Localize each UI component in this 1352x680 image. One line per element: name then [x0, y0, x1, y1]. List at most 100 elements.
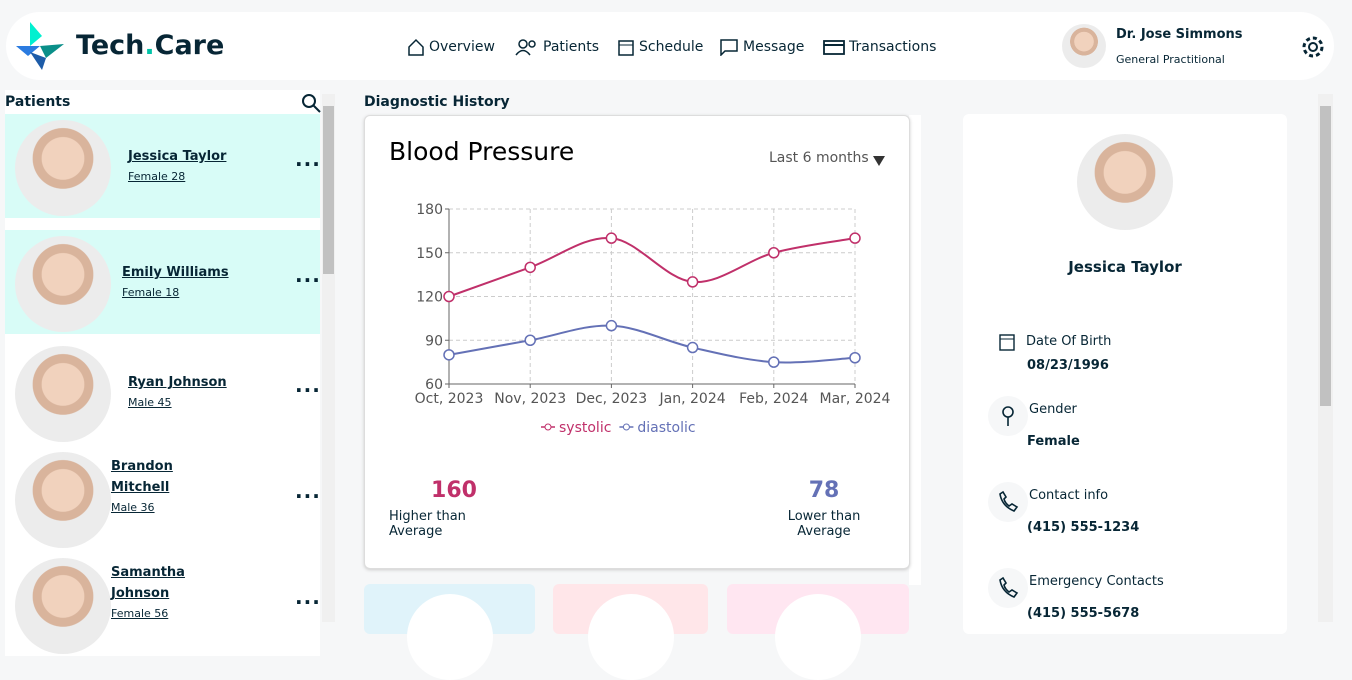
stat-label: Lower than Average: [787, 509, 861, 539]
more-button[interactable]: ···: [295, 268, 321, 292]
y-tick-label: 60: [425, 377, 443, 393]
patient-avatar: [15, 120, 111, 216]
more-button[interactable]: ···: [295, 378, 321, 402]
nav-item[interactable]: Overview: [407, 38, 495, 56]
brand-dot: .: [144, 30, 155, 61]
nav-item[interactable]: Message: [719, 38, 804, 56]
more-button[interactable]: ···: [295, 590, 321, 614]
brand-first: Tech: [76, 30, 145, 61]
profile-avatar: [1077, 134, 1173, 230]
legend-label: systolic: [559, 420, 611, 436]
patient-text: Jessica Taylor Female 28: [128, 146, 268, 183]
patient-info: Female 18: [122, 286, 180, 299]
data-point: [768, 356, 780, 368]
nav-label: Overview: [429, 39, 495, 55]
logo: [16, 22, 64, 70]
vital-card: [553, 584, 708, 680]
x-tick-label: Feb, 2024: [739, 391, 808, 407]
field-icon: [997, 332, 1017, 352]
patient-item[interactable]: Jessica Taylor Female 28 ···: [5, 114, 320, 218]
data-point: [768, 247, 780, 259]
field-label: Contact info: [1029, 488, 1109, 503]
field-label: Emergency Contacts: [1029, 574, 1164, 589]
data-point: [686, 276, 699, 288]
data-point: [443, 290, 455, 303]
patient-text: Emily Williams Female 18: [122, 262, 262, 299]
x-tick-label: Jan, 2024: [659, 391, 726, 407]
patient-item[interactable]: Samantha Johnson Female 56 ···: [5, 552, 320, 656]
patient-info: Female 56: [111, 607, 169, 620]
field-icon: [988, 568, 1028, 608]
patient-avatar: [15, 236, 111, 332]
user-role: General Practitional: [1116, 53, 1225, 66]
x-tick-label: Oct, 2023: [415, 391, 484, 407]
more-button[interactable]: ···: [295, 484, 321, 508]
patient-text: Ryan Johnson Male 45: [128, 372, 268, 409]
page: Tech.Care Overview Patients Schedule Mes…: [5, 12, 1334, 654]
user-avatar: [1062, 24, 1106, 68]
nav-label: Patients: [543, 39, 600, 55]
range-select[interactable]: Last 6 months: [769, 150, 869, 166]
settings-icon[interactable]: [1300, 34, 1326, 60]
stat-value: 160: [431, 478, 477, 503]
x-tick-label: Dec, 2023: [576, 391, 648, 407]
stat: 160 Higher than Average: [389, 478, 519, 539]
vital-card: [364, 584, 535, 680]
data-point: [849, 232, 861, 244]
brand[interactable]: Tech.Care: [76, 30, 224, 61]
chart: Blood Pressure Last 6 months 60 90 120 150 1…: [389, 137, 891, 436]
nav-label: Schedule: [639, 39, 704, 55]
patient-text: Samantha Johnson Female 56: [111, 562, 185, 620]
dropdown-arrow[interactable]: [873, 156, 885, 166]
patient-name: Ryan Johnson: [128, 375, 227, 390]
card-edge: [909, 115, 921, 585]
data-point: [605, 319, 618, 332]
search-icon[interactable]: [300, 92, 322, 114]
patient-info: Male 45: [128, 396, 172, 409]
chart-title: Blood Pressure: [389, 137, 574, 166]
field-value: Female: [1027, 434, 1080, 449]
legend-label: diastolic: [637, 420, 695, 436]
data-point: [849, 352, 861, 364]
patient-item[interactable]: Ryan Johnson Male 45 ···: [5, 340, 320, 444]
data-point: [524, 334, 536, 346]
stat-value: 78: [808, 478, 840, 503]
patient-item[interactable]: Emily Williams Female 18 ···: [5, 230, 320, 334]
field-value: 08/23/1996: [1027, 358, 1109, 373]
patient-name: Samantha Johnson: [111, 565, 185, 601]
patient-name: Brandon Mitchell: [111, 459, 173, 495]
patient-avatar: [15, 452, 111, 548]
field-value: (415) 555-1234: [1027, 520, 1140, 535]
patient-name: Jessica Taylor: [128, 149, 227, 164]
data-point: [524, 261, 536, 274]
data-point: [605, 232, 618, 244]
field-icon: [988, 396, 1028, 436]
profile-name: Jessica Taylor: [1068, 258, 1182, 276]
patient-avatar: [15, 558, 111, 654]
brand-last: Care: [154, 30, 225, 61]
patient-avatar: [15, 346, 111, 442]
scrollbar: [1318, 94, 1333, 622]
nav-item[interactable]: Transactions: [823, 38, 936, 56]
field-label: Date Of Birth: [1026, 334, 1112, 349]
legend-marker: [622, 423, 630, 431]
patient-name: Emily Williams: [122, 265, 229, 280]
more-button[interactable]: ···: [295, 152, 321, 176]
series-line: [448, 237, 856, 298]
y-tick-label: 90: [425, 333, 443, 349]
patient-item[interactable]: Brandon Mitchell Male 36 ···: [5, 446, 320, 550]
nav-item[interactable]: Patients: [515, 38, 599, 56]
patient-info: Female 28: [128, 170, 186, 183]
legend-marker: [544, 423, 552, 431]
field-label: Gender: [1029, 402, 1077, 417]
data-point: [443, 349, 455, 361]
y-tick-label: 180: [416, 202, 443, 218]
patients-title: Patients: [5, 94, 71, 110]
diagnostic-title: Diagnostic History: [364, 94, 510, 110]
series-line: [448, 324, 856, 364]
header: [6, 12, 1334, 80]
nav-item[interactable]: Schedule: [617, 38, 703, 56]
patient-info: Male 36: [111, 501, 155, 514]
y-tick-label: 150: [416, 246, 443, 262]
scrollbar: [322, 94, 335, 622]
